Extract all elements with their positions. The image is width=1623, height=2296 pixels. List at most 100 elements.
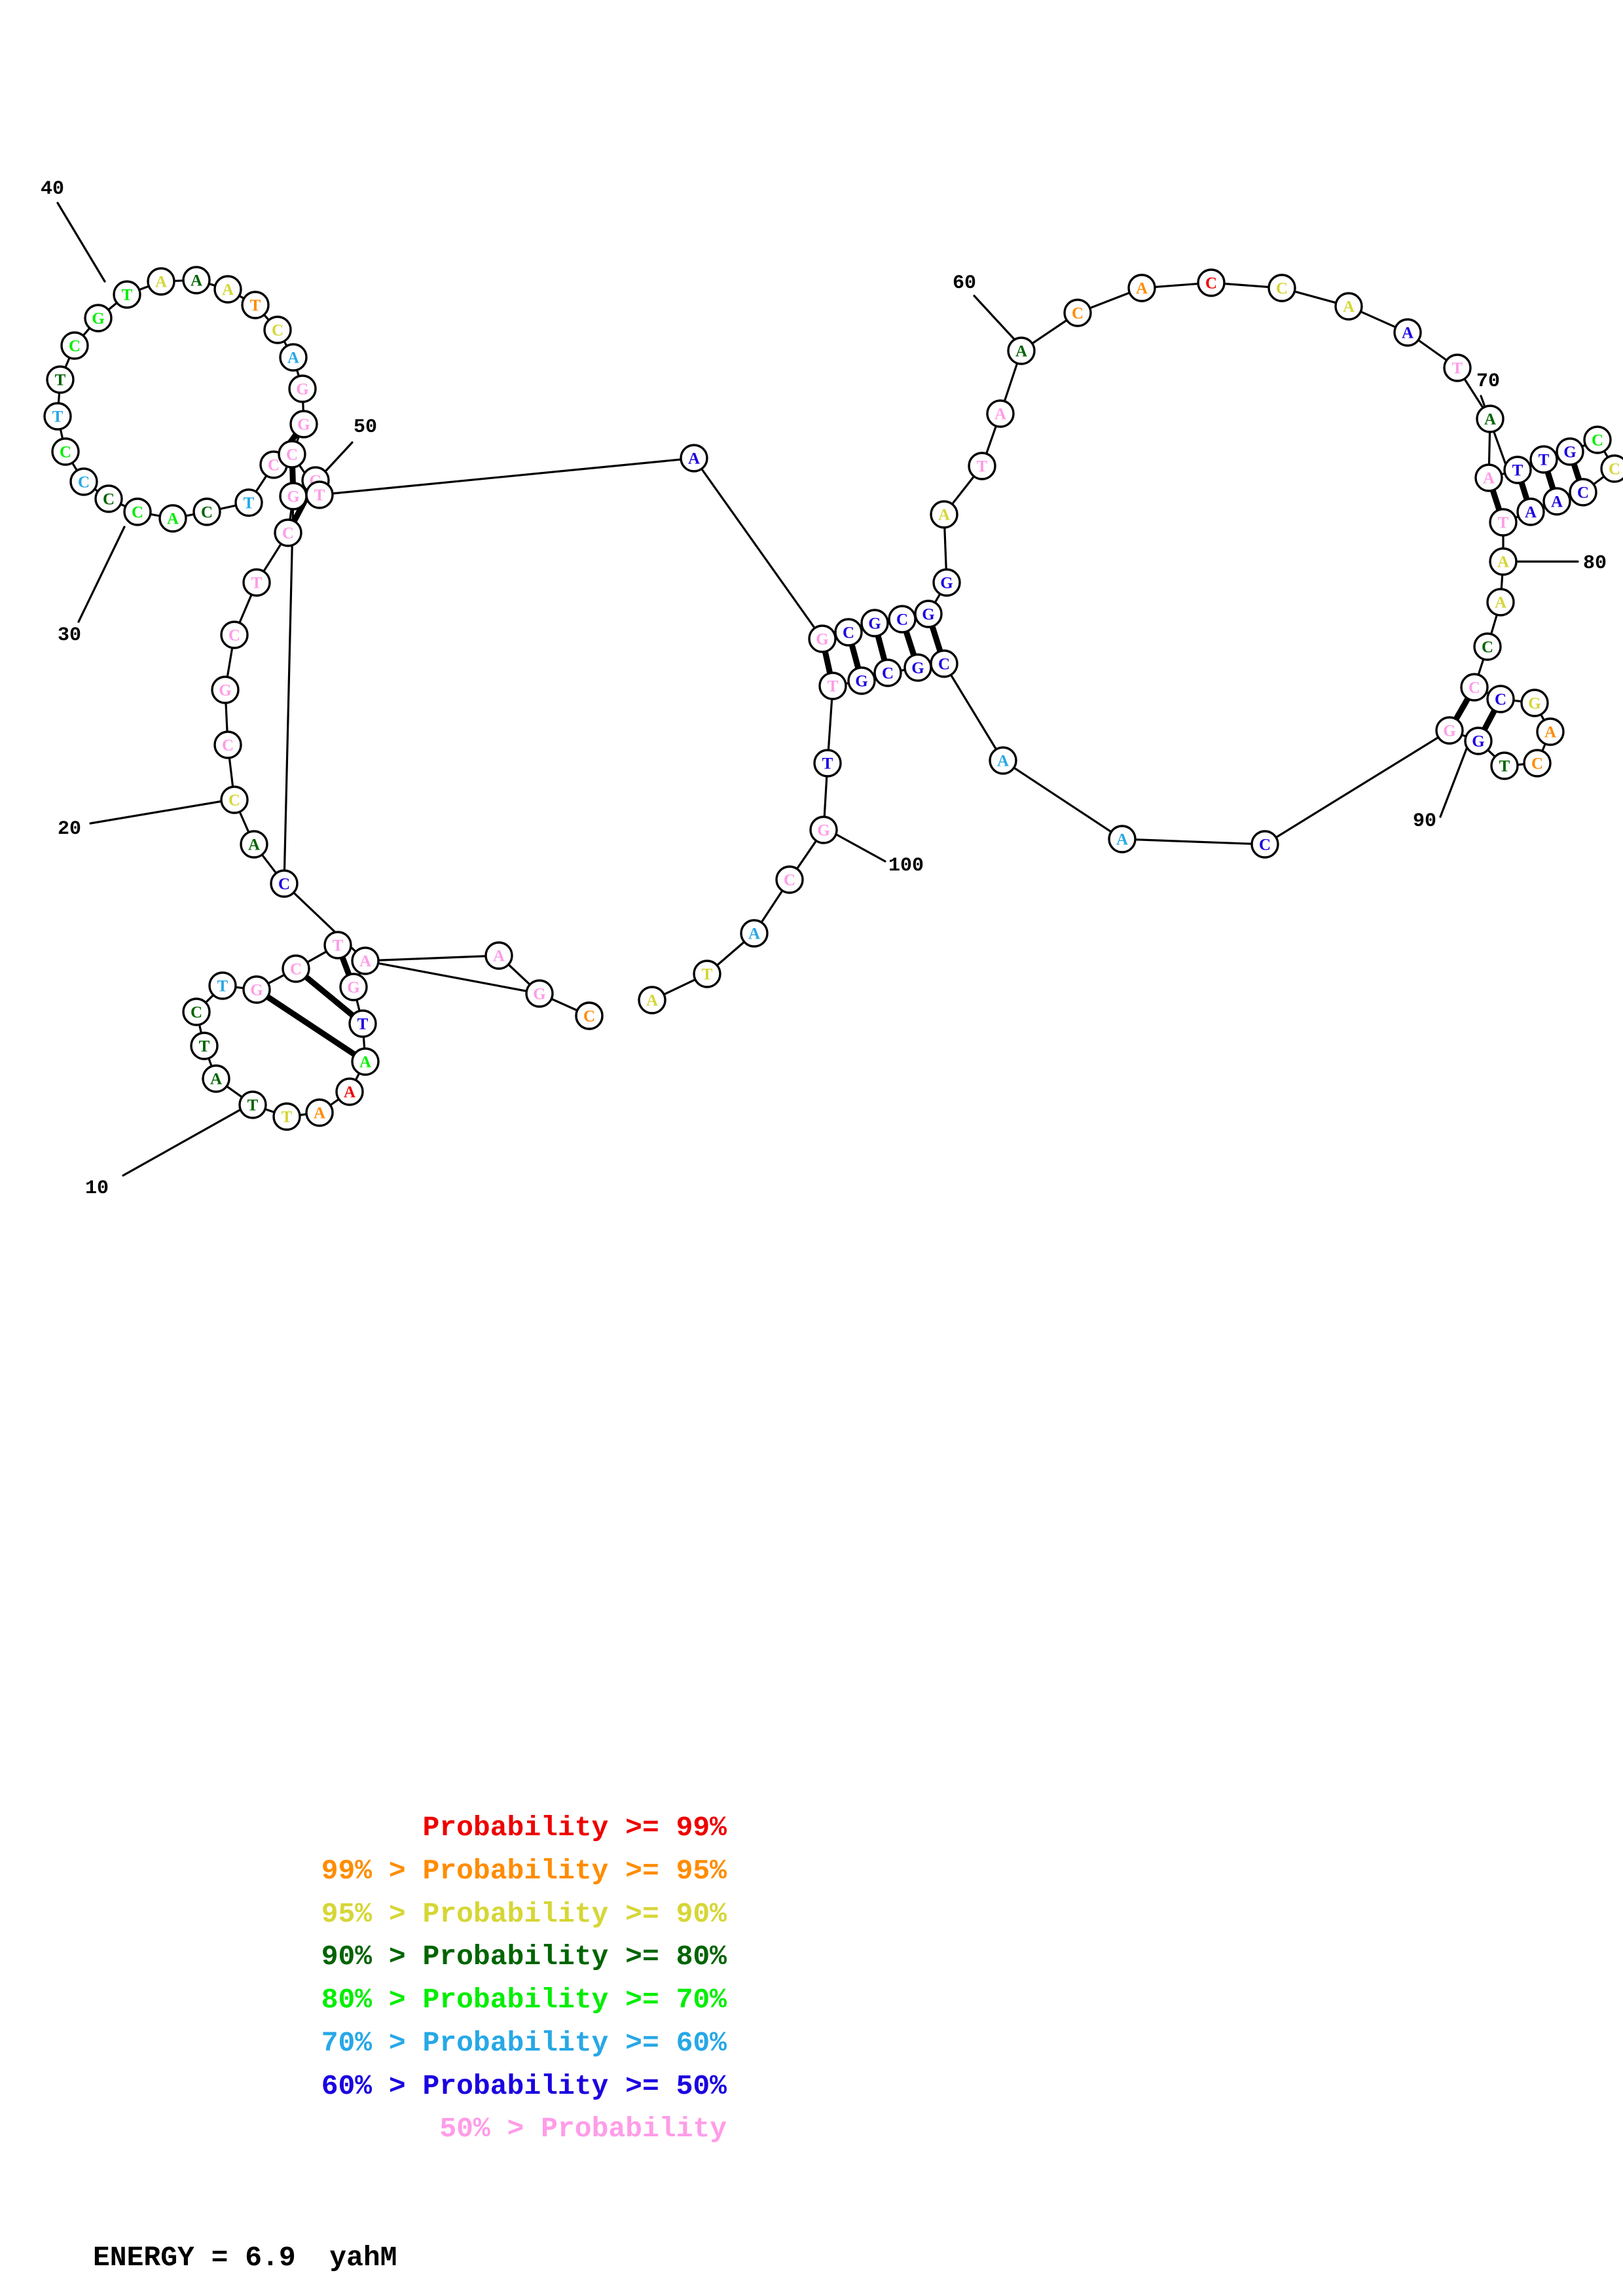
base-node[interactable]: T — [242, 568, 271, 597]
base-node[interactable]: A — [279, 343, 308, 372]
base-node[interactable]: C — [69, 467, 98, 496]
base-node[interactable]: C — [220, 620, 249, 649]
base-node[interactable]: C — [873, 658, 902, 687]
base-node[interactable]: A — [335, 1077, 364, 1106]
base-node[interactable]: T — [208, 971, 237, 1000]
base-node[interactable]: C — [1473, 632, 1502, 661]
base-node[interactable]: G — [860, 609, 889, 637]
base-node[interactable]: C — [1250, 830, 1279, 859]
base-node[interactable]: A — [989, 746, 1017, 775]
base-node[interactable]: C — [282, 954, 310, 983]
base-node[interactable]: C — [192, 497, 221, 526]
base-node[interactable]: T — [693, 960, 721, 988]
base-node[interactable]: T — [46, 365, 75, 394]
base-node[interactable]: C — [888, 605, 917, 634]
base-node[interactable]: T — [238, 1090, 267, 1119]
base-node[interactable]: T — [272, 1102, 301, 1131]
base-node[interactable]: A — [158, 504, 187, 533]
base-node[interactable]: A — [305, 1098, 334, 1127]
base-node[interactable]: A — [182, 266, 211, 295]
base-node[interactable]: T — [241, 291, 270, 319]
base-node[interactable]: A — [1516, 497, 1545, 526]
base-node[interactable]: C — [263, 315, 292, 344]
base-node[interactable]: A — [202, 1064, 230, 1093]
base-node[interactable]: T — [323, 931, 352, 960]
base-node[interactable]: G — [288, 374, 317, 403]
base-node[interactable]: A — [1334, 292, 1363, 321]
base-node[interactable]: C — [182, 997, 211, 1026]
base-node[interactable]: C — [1569, 478, 1597, 507]
base-node[interactable]: A — [930, 500, 958, 529]
base-node[interactable]: G — [1464, 726, 1493, 755]
base-node[interactable]: A — [740, 919, 769, 948]
base-node[interactable]: A — [1486, 588, 1515, 617]
base-node[interactable]: C — [1063, 298, 1092, 327]
base-node[interactable]: A — [1007, 336, 1036, 365]
base-node[interactable]: A — [638, 986, 666, 1014]
base-node[interactable]: A — [1489, 547, 1518, 576]
base-node[interactable]: C — [1197, 268, 1226, 297]
base-node[interactable]: T — [968, 452, 996, 480]
base-node[interactable]: G — [1556, 437, 1584, 466]
base-node[interactable]: G — [211, 675, 240, 704]
base-node[interactable]: G — [1520, 689, 1549, 717]
base-node[interactable]: C — [1600, 454, 1623, 483]
base-node[interactable]: C — [278, 440, 306, 469]
base-node[interactable]: A — [1127, 274, 1156, 302]
base-node[interactable]: A — [1474, 463, 1503, 492]
base-node[interactable]: G — [809, 816, 838, 844]
base-node[interactable]: G — [847, 666, 876, 695]
base-node[interactable]: A — [484, 941, 513, 970]
base-node[interactable]: T — [113, 280, 141, 309]
base-node[interactable]: C — [213, 730, 242, 759]
base-node[interactable]: A — [1393, 318, 1422, 347]
base-node[interactable]: A — [147, 267, 175, 296]
base-node[interactable]: G — [242, 975, 271, 1004]
base-node[interactable]: T — [1503, 456, 1532, 484]
base-node[interactable]: A — [1476, 404, 1504, 433]
base-node[interactable]: A — [1108, 825, 1137, 853]
base-node[interactable]: A — [1536, 717, 1565, 746]
base-node[interactable]: C — [60, 331, 89, 360]
base-node[interactable]: T — [1529, 445, 1558, 474]
base-node[interactable]: A — [240, 830, 268, 859]
base-node[interactable]: C — [94, 484, 123, 513]
base-node[interactable]: C — [930, 649, 958, 678]
base-node[interactable]: G — [289, 410, 318, 439]
base-node[interactable]: A — [986, 399, 1015, 428]
base-node[interactable]: G — [932, 568, 961, 597]
base-node[interactable]: C — [575, 1001, 604, 1030]
base-node[interactable]: C — [274, 518, 302, 547]
base-node[interactable]: C — [1486, 685, 1515, 713]
base-node[interactable]: C — [220, 785, 249, 814]
base-node[interactable]: A — [1542, 487, 1571, 516]
base-node[interactable]: C — [775, 865, 804, 894]
base-node[interactable]: C — [1583, 425, 1612, 454]
base-node[interactable]: T — [305, 480, 334, 509]
base-node[interactable]: A — [351, 1047, 380, 1076]
base-node[interactable]: T — [348, 1009, 377, 1038]
base-node[interactable]: C — [123, 497, 152, 526]
base-node[interactable]: A — [351, 946, 380, 975]
base-node[interactable]: T — [1490, 751, 1519, 780]
base-node[interactable]: G — [525, 979, 554, 1008]
base-node[interactable]: T — [1443, 353, 1472, 382]
base-node[interactable]: C — [1460, 673, 1489, 702]
base-node[interactable]: C — [1267, 274, 1296, 302]
base-node[interactable]: T — [818, 672, 847, 700]
base-node[interactable]: G — [914, 600, 943, 628]
base-node[interactable]: G — [1435, 716, 1464, 745]
base-node[interactable]: C — [1523, 749, 1552, 778]
base-node[interactable]: G — [339, 973, 368, 1001]
base-node[interactable]: T — [234, 488, 263, 517]
base-node[interactable]: T — [813, 749, 842, 778]
base-node[interactable]: G — [84, 304, 113, 332]
base-node[interactable]: G — [279, 482, 308, 511]
base-node[interactable]: C — [834, 618, 863, 647]
base-node[interactable]: A — [213, 275, 242, 304]
base-node[interactable]: C — [51, 437, 80, 466]
base-node[interactable]: T — [190, 1031, 219, 1060]
base-node[interactable]: C — [270, 869, 299, 898]
base-node[interactable]: A — [680, 444, 708, 473]
base-node[interactable]: T — [43, 402, 72, 431]
